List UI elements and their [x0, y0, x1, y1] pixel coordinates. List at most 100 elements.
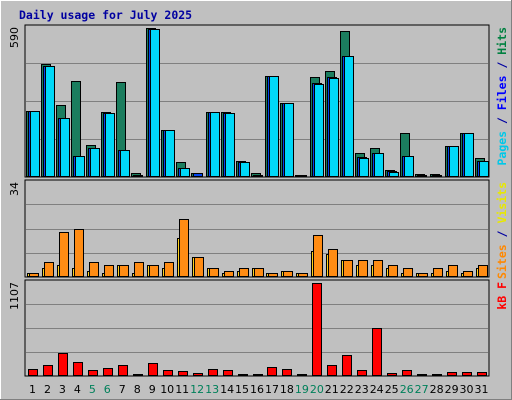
- ymax-label-visits: 34: [8, 182, 21, 196]
- bar-visits-sites-day-27: [418, 273, 428, 277]
- bar-kbytes-kb-f-day-26: [402, 370, 412, 376]
- bar-hits-pages-day-18: [284, 103, 294, 177]
- legend-part: kB F: [495, 282, 509, 310]
- bar-hits-pages-day-13: [210, 112, 220, 177]
- bar-kbytes-kb-f-day-1: [28, 369, 38, 376]
- bar-visits-sites-day-9: [149, 265, 159, 277]
- bar-visits-sites-day-12: [194, 257, 204, 277]
- bar-hits-pages-day-10: [165, 130, 175, 177]
- bar-visits-sites-day-2: [44, 262, 54, 277]
- series-kb-f: [28, 283, 487, 376]
- bar-visits-sites-day-10: [164, 262, 174, 277]
- bar-kbytes-kb-f-day-17: [267, 367, 277, 376]
- x-tick-label: 16: [250, 383, 264, 396]
- x-tick-label: 15: [235, 383, 249, 396]
- bar-hits-pages-day-7: [120, 150, 130, 177]
- x-tick-label: 29: [445, 383, 459, 396]
- legend-part: /: [495, 110, 509, 131]
- bar-hits-pages-day-31: [479, 161, 489, 177]
- x-tick-label: 24: [370, 383, 384, 396]
- bar-hits-pages-day-21: [329, 78, 339, 177]
- bar-hits-files-day-27: [417, 175, 427, 177]
- bar-visits-sites-day-19: [298, 273, 308, 277]
- bar-hits-pages-day-11: [180, 168, 190, 177]
- series-legend-kbytes: kB F: [495, 282, 509, 310]
- bar-hits-pages-day-17: [269, 76, 279, 177]
- bar-kbytes-kb-f-day-7: [118, 365, 128, 376]
- bar-visits-sites-day-20: [313, 235, 323, 277]
- bar-hits-pages-day-20: [314, 84, 324, 177]
- x-tick-label: 30: [460, 383, 474, 396]
- x-tick-label: 7: [119, 383, 126, 396]
- bar-visits-sites-day-3: [59, 232, 69, 277]
- bar-visits-sites-day-14: [224, 271, 234, 277]
- bar-hits-files-day-12: [193, 173, 203, 177]
- bar-visits-sites-day-17: [268, 273, 278, 277]
- bar-kbytes-kb-f-day-15: [238, 374, 248, 376]
- x-tick-label: 28: [430, 383, 444, 396]
- bar-visits-sites-day-15: [239, 268, 249, 277]
- bar-visits-sites-day-31: [478, 265, 488, 277]
- bar-kbytes-kb-f-day-13: [208, 369, 218, 376]
- bar-visits-sites-day-22: [343, 260, 353, 277]
- bar-hits-files-day-16: [253, 175, 263, 177]
- bar-visits-sites-day-5: [89, 262, 99, 277]
- bar-visits-sites-day-16: [254, 268, 264, 277]
- x-tick-label: 3: [59, 383, 66, 396]
- x-tick-label: 5: [89, 383, 96, 396]
- bar-hits-pages-day-25: [389, 172, 399, 177]
- bar-kbytes-kb-f-day-11: [178, 371, 188, 376]
- bar-hits-pages-day-9: [150, 29, 160, 177]
- bar-kbytes-kb-f-day-22: [342, 355, 352, 376]
- bar-kbytes-kb-f-day-4: [73, 362, 83, 376]
- bar-kbytes-kb-f-day-14: [223, 370, 233, 376]
- series-sites: [29, 219, 488, 277]
- x-tick-label: 13: [205, 383, 219, 396]
- bar-hits-pages-day-26: [404, 156, 414, 177]
- x-tick-label: 4: [74, 383, 81, 396]
- x-tick-label: 11: [175, 383, 189, 396]
- bar-visits-sites-day-21: [328, 249, 338, 277]
- bar-hits-pages-day-4: [75, 156, 85, 177]
- bar-hits-pages-day-3: [60, 118, 70, 177]
- bar-kbytes-kb-f-day-16: [253, 374, 263, 376]
- bar-kbytes-kb-f-day-25: [387, 373, 397, 376]
- bar-visits-sites-day-25: [388, 265, 398, 277]
- bar-hits-files-day-19: [297, 175, 307, 177]
- x-tick-label: 17: [265, 383, 279, 396]
- bar-kbytes-kb-f-day-19: [297, 374, 307, 376]
- bar-kbytes-kb-f-day-29: [447, 372, 457, 376]
- x-tick-label: 23: [355, 383, 369, 396]
- bar-kbytes-kb-f-day-5: [88, 370, 98, 376]
- bar-hits-pages-day-15: [240, 162, 250, 177]
- x-tick-label: 21: [325, 383, 339, 396]
- bar-kbytes-kb-f-day-8: [133, 374, 143, 376]
- legend-part: Visits: [495, 182, 509, 224]
- bar-kbytes-kb-f-day-12: [193, 373, 203, 376]
- bar-visits-sites-day-18: [283, 271, 293, 277]
- x-tick-label: 22: [340, 383, 354, 396]
- chart-title: Daily usage for July 2025: [19, 8, 192, 22]
- bar-visits-sites-day-11: [179, 219, 189, 277]
- bar-kbytes-kb-f-day-24: [372, 328, 382, 376]
- x-tick-label: 10: [160, 383, 174, 396]
- bar-hits-pages-day-29: [449, 146, 459, 177]
- series-pages: [30, 29, 489, 177]
- bar-hits-pages-day-24: [374, 153, 384, 177]
- bar-kbytes-kb-f-day-9: [148, 363, 158, 376]
- bar-kbytes-kb-f-day-10: [163, 370, 173, 376]
- bar-hits-files-day-8: [133, 175, 143, 177]
- bar-visits-sites-day-28: [433, 268, 443, 277]
- bar-visits-sites-day-29: [448, 265, 458, 277]
- legend-part: Files: [495, 75, 509, 110]
- bar-kbytes-kb-f-day-21: [327, 365, 337, 376]
- bar-visits-sites-day-6: [104, 265, 114, 277]
- bar-hits-pages-day-14: [225, 113, 235, 177]
- x-tick-label: 9: [149, 383, 156, 396]
- x-tick-label: 27: [415, 383, 429, 396]
- legend-part: /: [495, 55, 509, 76]
- bar-hits-pages-day-30: [464, 133, 474, 177]
- x-axis-day-labels: 1 2 3 4 5 6 7 8 9 10 11 12 13 14 15 16 17 18 19 20 21 22 23 24 2…: [29, 383, 489, 396]
